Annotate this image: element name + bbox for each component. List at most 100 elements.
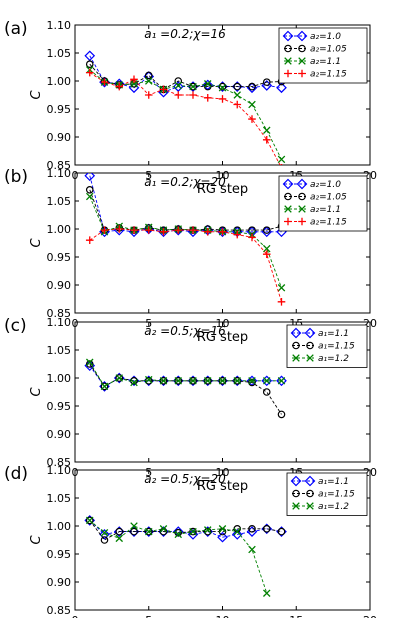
series-1 <box>84 515 287 543</box>
data-point <box>115 534 124 543</box>
data-point <box>174 377 183 385</box>
legend-label: a₁=1.1 <box>318 477 349 487</box>
y-tick-label: 1.10 <box>47 167 72 180</box>
data-point <box>85 60 94 68</box>
data-point <box>159 85 168 94</box>
data-point <box>174 81 183 90</box>
x-tick-label: 0 <box>72 614 79 618</box>
series-3 <box>85 358 286 391</box>
data-point <box>85 192 94 201</box>
x-tick-label: 15 <box>289 614 303 618</box>
legend-marker <box>284 44 292 53</box>
series-4 <box>85 225 286 306</box>
series-line <box>89 520 282 538</box>
data-point <box>261 375 273 387</box>
data-point <box>248 378 256 387</box>
y-tick-label: 0.85 <box>47 307 72 320</box>
data-point <box>248 226 256 234</box>
y-axis-label: C <box>29 238 44 248</box>
legend-label: a₂=1.0 <box>310 32 341 42</box>
data-point <box>218 525 227 533</box>
legend-marker <box>298 192 306 201</box>
data-point <box>262 78 271 86</box>
data-point <box>130 378 138 387</box>
y-tick-label: 0.95 <box>47 103 72 116</box>
data-point <box>174 91 183 99</box>
data-point <box>99 529 110 540</box>
legend-marker <box>290 327 302 339</box>
legend-marker <box>306 341 314 350</box>
data-point <box>130 522 138 530</box>
legend: a₁=1.1 a₁=1.15 a₁=1.2 <box>286 324 368 368</box>
legend-marker <box>282 178 294 190</box>
legend-marker <box>298 205 306 213</box>
data-point <box>144 376 153 385</box>
data-point <box>85 358 94 367</box>
legend: a₂=1.0 a₂=1.05 a₂=1.1 a₂=1.15 <box>278 175 368 232</box>
data-point <box>84 173 96 182</box>
series-line <box>89 72 281 165</box>
y-tick-label: 1.00 <box>47 223 72 236</box>
legend-marker <box>306 502 314 510</box>
legend-label: a₂=1.05 <box>310 45 347 55</box>
data-point <box>277 527 286 536</box>
data-point <box>189 377 197 385</box>
data-point <box>262 126 271 135</box>
panel-title: a₁ =0.2;χ=16 <box>144 27 226 41</box>
legend-marker <box>290 475 302 487</box>
data-point <box>115 374 124 382</box>
data-point <box>144 375 153 384</box>
data-point <box>115 374 124 382</box>
data-point <box>277 298 286 306</box>
legend-box <box>278 175 368 232</box>
y-axis-label: C <box>29 387 44 397</box>
x-axis-label: RG step <box>197 182 248 197</box>
data-point <box>203 94 212 102</box>
legend-label: a₂=1.0 <box>310 180 341 190</box>
data-point <box>130 376 138 385</box>
y-tick-label: 1.00 <box>47 75 72 88</box>
series-1 <box>84 50 287 98</box>
data-point <box>277 377 286 385</box>
y-tick-label: 1.00 <box>47 372 72 385</box>
series-line <box>89 520 282 541</box>
data-point <box>248 377 256 385</box>
data-point <box>233 100 242 109</box>
legend-marker <box>284 192 292 201</box>
data-point <box>248 545 256 554</box>
series-2 <box>85 360 286 419</box>
series-line <box>89 196 282 288</box>
y-axis-label: C <box>29 535 44 545</box>
y-tick-label: 1.00 <box>47 520 72 533</box>
data-point <box>85 516 94 525</box>
legend-marker <box>284 69 292 78</box>
legend-marker <box>284 57 292 65</box>
y-tick-label: 0.95 <box>47 400 72 413</box>
series-2 <box>85 186 286 234</box>
y-tick-label: 1.05 <box>47 344 72 357</box>
y-tick-label: 0.90 <box>47 428 72 441</box>
data-point <box>203 80 212 88</box>
data-point <box>144 71 153 80</box>
series-3 <box>85 66 286 164</box>
series-3 <box>85 192 286 292</box>
data-point <box>262 524 271 533</box>
legend-marker <box>304 475 316 487</box>
panel-letter: (b) <box>4 167 28 187</box>
data-point <box>276 375 287 387</box>
legend-marker <box>292 502 300 510</box>
data-point <box>233 527 242 536</box>
plot-area <box>84 358 287 419</box>
data-point <box>100 528 109 537</box>
legend-marker <box>298 69 306 78</box>
data-point <box>189 82 197 91</box>
data-point <box>85 68 94 77</box>
data-point <box>159 377 168 385</box>
data-point <box>100 226 109 234</box>
data-point <box>115 527 124 536</box>
series-line <box>89 362 282 388</box>
data-point <box>203 228 212 236</box>
data-point <box>262 377 271 385</box>
legend-label: a₂=1.1 <box>310 57 341 67</box>
